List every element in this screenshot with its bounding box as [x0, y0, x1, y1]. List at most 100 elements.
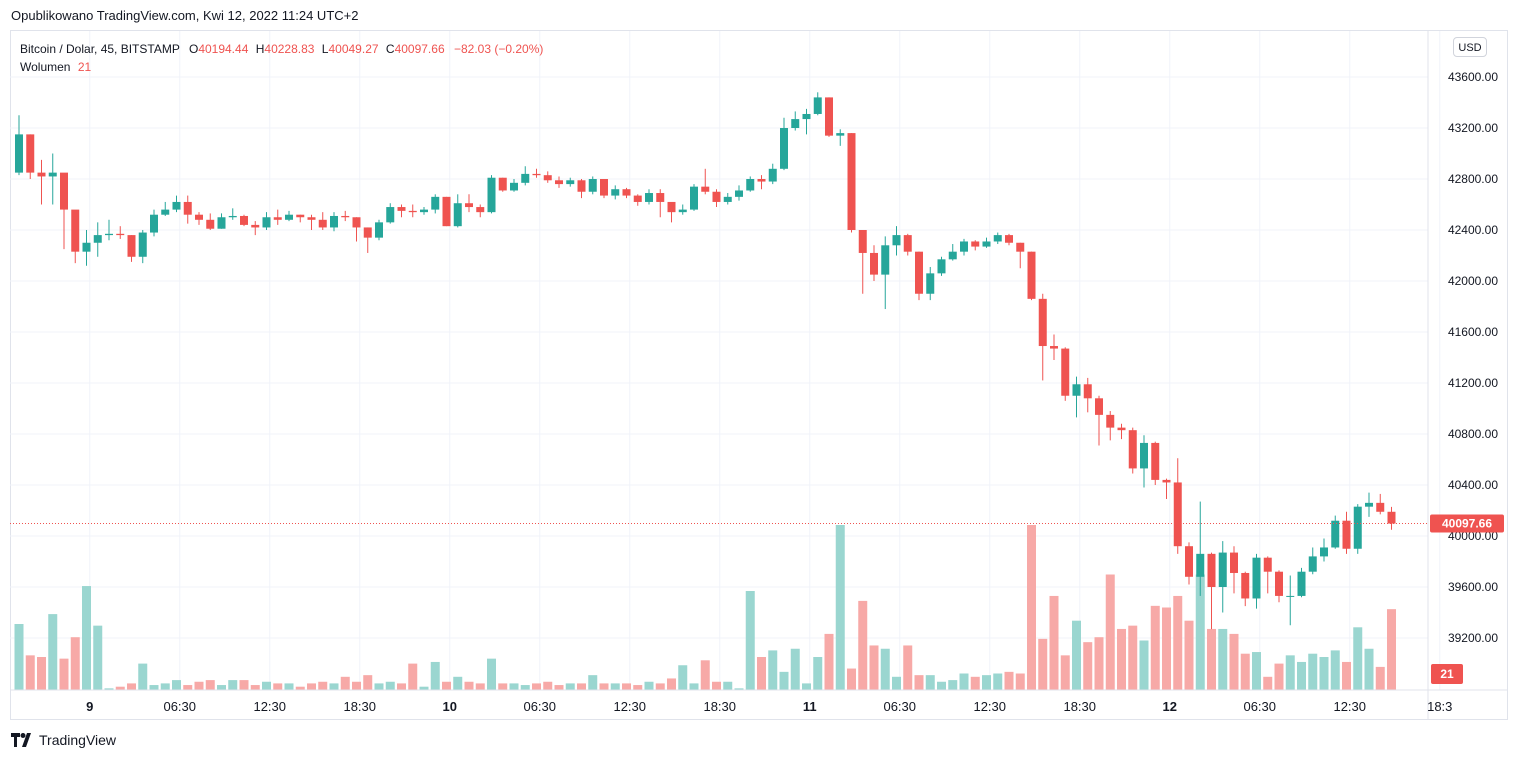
candle[interactable]: [1061, 347, 1070, 401]
candle[interactable]: [285, 210, 293, 222]
candle[interactable]: [1196, 501, 1205, 596]
candle[interactable]: [150, 209, 158, 237]
candle[interactable]: [183, 195, 192, 224]
candle[interactable]: [1286, 575, 1295, 626]
candle[interactable]: [543, 171, 552, 183]
candle[interactable]: [262, 212, 271, 230]
candle[interactable]: [903, 233, 912, 256]
candle[interactable]: [735, 185, 743, 201]
candle[interactable]: [633, 194, 642, 206]
candle[interactable]: [690, 184, 698, 211]
candle[interactable]: [1106, 411, 1115, 441]
candle[interactable]: [611, 185, 620, 200]
candle[interactable]: [723, 193, 732, 205]
candle[interactable]: [1083, 377, 1092, 413]
candle[interactable]: [1297, 567, 1306, 598]
candle[interactable]: [498, 177, 507, 192]
candle[interactable]: [825, 97, 833, 137]
tradingview-brand[interactable]: TradingView: [11, 732, 116, 748]
candle[interactable]: [937, 256, 946, 276]
candle[interactable]: [453, 194, 462, 228]
candle[interactable]: [1263, 556, 1272, 594]
candle[interactable]: [1320, 538, 1328, 562]
candle[interactable]: [656, 189, 665, 218]
candle[interactable]: [217, 213, 226, 229]
candle[interactable]: [1038, 293, 1047, 381]
candle[interactable]: [420, 207, 428, 215]
candle[interactable]: [240, 214, 248, 227]
candle[interactable]: [926, 266, 935, 301]
candle[interactable]: [746, 176, 755, 192]
candle[interactable]: [993, 232, 1002, 245]
currency-button[interactable]: USD: [1453, 37, 1487, 57]
candle[interactable]: [982, 237, 991, 248]
candle[interactable]: [791, 111, 800, 131]
candle[interactable]: [1387, 506, 1396, 530]
candle[interactable]: [476, 204, 485, 218]
candle[interactable]: [93, 222, 102, 257]
candle[interactable]: [352, 217, 361, 242]
candle[interactable]: [487, 175, 496, 214]
candle[interactable]: [532, 168, 541, 178]
candle[interactable]: [296, 214, 305, 223]
candle[interactable]: [195, 212, 203, 225]
candle[interactable]: [341, 210, 350, 222]
candle[interactable]: [71, 209, 80, 264]
candle[interactable]: [768, 163, 777, 185]
candle[interactable]: [1005, 233, 1013, 246]
candle[interactable]: [836, 129, 845, 146]
candle[interactable]: [1230, 546, 1238, 594]
candle[interactable]: [1117, 423, 1126, 440]
candle[interactable]: [712, 189, 721, 208]
candle[interactable]: [1207, 552, 1216, 630]
candle[interactable]: [105, 219, 113, 241]
candle[interactable]: [206, 213, 215, 230]
candle[interactable]: [1241, 571, 1250, 607]
candle[interactable]: [138, 230, 147, 264]
candle[interactable]: [1353, 504, 1362, 554]
candle[interactable]: [600, 179, 608, 199]
candle[interactable]: [442, 196, 451, 227]
candle[interactable]: [1016, 242, 1025, 269]
candle[interactable]: [1308, 547, 1317, 575]
candle[interactable]: [948, 244, 957, 261]
candle[interactable]: [127, 235, 136, 262]
candle[interactable]: [1331, 515, 1340, 549]
candle[interactable]: [881, 236, 890, 310]
candle[interactable]: [622, 187, 631, 199]
candle[interactable]: [1072, 376, 1081, 418]
candle[interactable]: [701, 168, 710, 195]
candle[interactable]: [307, 214, 316, 230]
candle[interactable]: [251, 221, 260, 236]
candle[interactable]: [1027, 251, 1036, 301]
candle[interactable]: [1173, 458, 1182, 554]
candle[interactable]: [1140, 435, 1148, 488]
candle[interactable]: [915, 251, 923, 301]
candle[interactable]: [15, 115, 23, 176]
candle[interactable]: [971, 240, 980, 251]
candle[interactable]: [1252, 553, 1261, 609]
candle[interactable]: [1185, 542, 1193, 585]
candle[interactable]: [645, 189, 653, 205]
candle[interactable]: [1218, 541, 1227, 613]
candle[interactable]: [273, 209, 282, 225]
candle[interactable]: [82, 230, 91, 266]
candle[interactable]: [228, 208, 237, 220]
candle[interactable]: [555, 176, 563, 188]
candle[interactable]: [1342, 511, 1351, 554]
candle[interactable]: [870, 245, 878, 281]
candle[interactable]: [1275, 570, 1283, 603]
candle[interactable]: [521, 166, 530, 186]
candle[interactable]: [161, 201, 170, 216]
candle[interactable]: [577, 179, 586, 199]
candle[interactable]: [48, 153, 57, 205]
candle[interactable]: [802, 108, 811, 135]
candle[interactable]: [116, 226, 125, 239]
candle[interactable]: [510, 179, 518, 192]
candle[interactable]: [37, 159, 46, 205]
candle[interactable]: [375, 219, 383, 241]
candle[interactable]: [1095, 395, 1103, 446]
candle[interactable]: [363, 227, 372, 253]
candle[interactable]: [858, 230, 867, 294]
